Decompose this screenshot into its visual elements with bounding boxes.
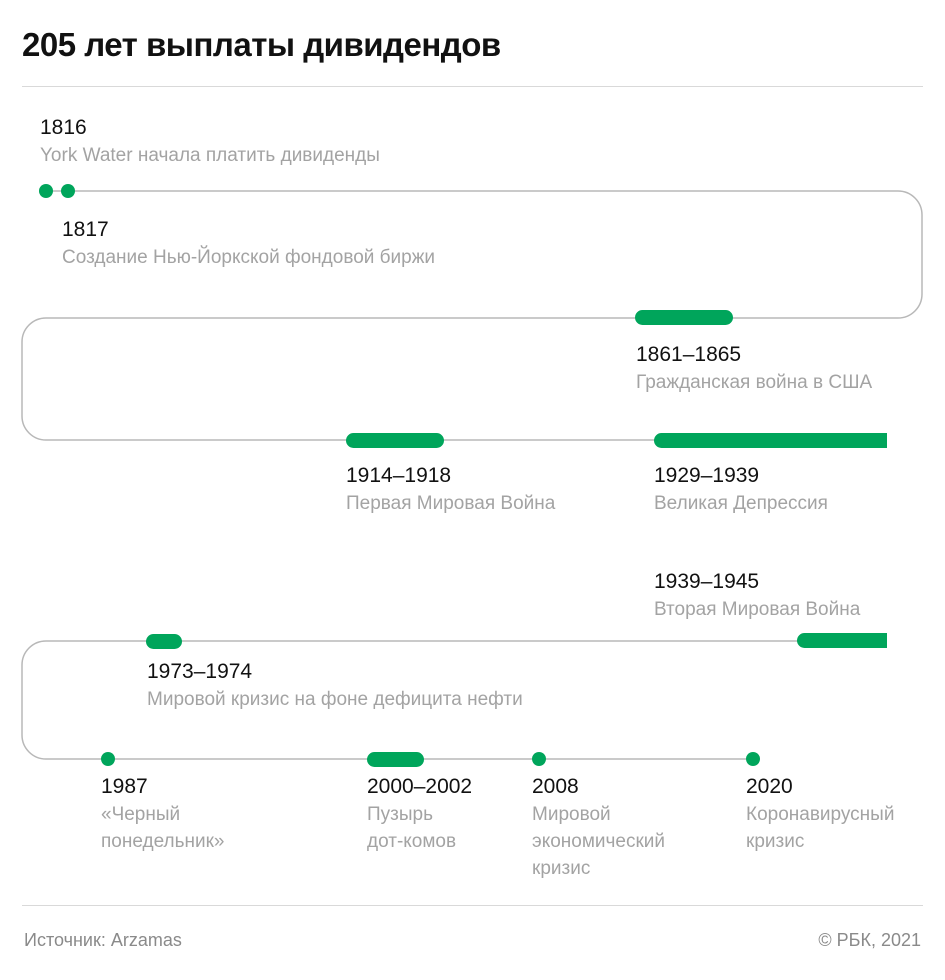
event-year: 1929–1939 <box>654 464 760 487</box>
event-2020: 2020 Коронавирусный кризис <box>746 773 894 855</box>
event-1861-1865: 1861–1865 Гражданская война в США <box>636 341 872 396</box>
event-1939-1945: 1939–1945 Вторая Мировая Война <box>654 568 860 623</box>
source-note: Источник: Arzamas <box>24 930 182 950</box>
copyright-note: © РБК, 2021 <box>818 930 921 950</box>
event-desc: Мировой кризис на фоне дефицита нефти <box>147 689 523 710</box>
bottom-divider <box>22 905 923 906</box>
event-desc: Гражданская война в США <box>636 372 873 393</box>
event-desc: Первая Мировая Война <box>346 493 556 514</box>
event-desc-line: экономический <box>532 831 666 852</box>
bar-1973-1974 <box>146 634 182 649</box>
marker-2008 <box>532 752 546 766</box>
event-desc-line: Мировой <box>532 804 611 825</box>
bar-2000-2002 <box>367 752 424 767</box>
event-desc-line: дот-комов <box>367 831 457 852</box>
event-2008: 2008 Мировой экономический кризис <box>532 773 665 882</box>
bar-1914-1918 <box>346 433 444 448</box>
event-2000-2002: 2000–2002 Пузырь дот-комов <box>367 773 472 855</box>
bar-1861-1865 <box>635 310 733 325</box>
event-year: 1816 <box>40 116 87 139</box>
event-1973-1974: 1973–1974 Мировой кризис на фоне дефицит… <box>147 658 523 713</box>
event-1816: 1816 York Water начала платить дивиденды <box>40 114 380 169</box>
event-1987: 1987 «Черный понедельник» <box>101 773 225 855</box>
page-title: 205 лет выплаты дивидендов <box>22 26 501 63</box>
event-year: 2008 <box>532 775 579 798</box>
event-year: 1939–1945 <box>654 570 760 593</box>
event-year: 2020 <box>746 775 793 798</box>
timeline-track-lower <box>21 640 887 760</box>
event-desc: Вторая Мировая Война <box>654 599 861 620</box>
event-desc-line: Пузырь <box>367 804 433 825</box>
event-desc-line: «Черный <box>101 804 181 825</box>
timeline-track-upper <box>21 190 923 441</box>
event-desc-line: понедельник» <box>101 831 225 852</box>
event-1817: 1817 Создание Нью-Йоркской фондовой бирж… <box>62 216 435 271</box>
bar-1939-1945-end <box>870 633 887 648</box>
event-desc-line: кризис <box>532 858 591 879</box>
bar-1939-1945 <box>797 633 887 648</box>
event-desc: Создание Нью-Йоркской фондовой биржи <box>62 247 436 268</box>
top-divider <box>22 86 923 87</box>
bar-1929-1939-end <box>870 433 887 448</box>
marker-1817 <box>61 184 75 198</box>
event-year: 1987 <box>101 775 148 798</box>
event-year: 1861–1865 <box>636 343 742 366</box>
event-year: 2000–2002 <box>367 775 473 798</box>
event-desc-line: Коронавирусный <box>746 804 895 825</box>
marker-1987 <box>101 752 115 766</box>
event-desc: Великая Депрессия <box>654 493 828 514</box>
event-year: 1973–1974 <box>147 660 253 683</box>
event-year: 1817 <box>62 218 109 241</box>
event-desc-line: кризис <box>746 831 805 852</box>
event-desc: York Water начала платить дивиденды <box>40 145 380 166</box>
marker-2020 <box>746 752 760 766</box>
bar-1929-1939 <box>654 433 887 448</box>
event-1929-1939: 1929–1939 Великая Депрессия <box>654 462 828 517</box>
event-1914-1918: 1914–1918 Первая Мировая Война <box>346 462 555 517</box>
event-year: 1914–1918 <box>346 464 452 487</box>
marker-1816 <box>39 184 53 198</box>
